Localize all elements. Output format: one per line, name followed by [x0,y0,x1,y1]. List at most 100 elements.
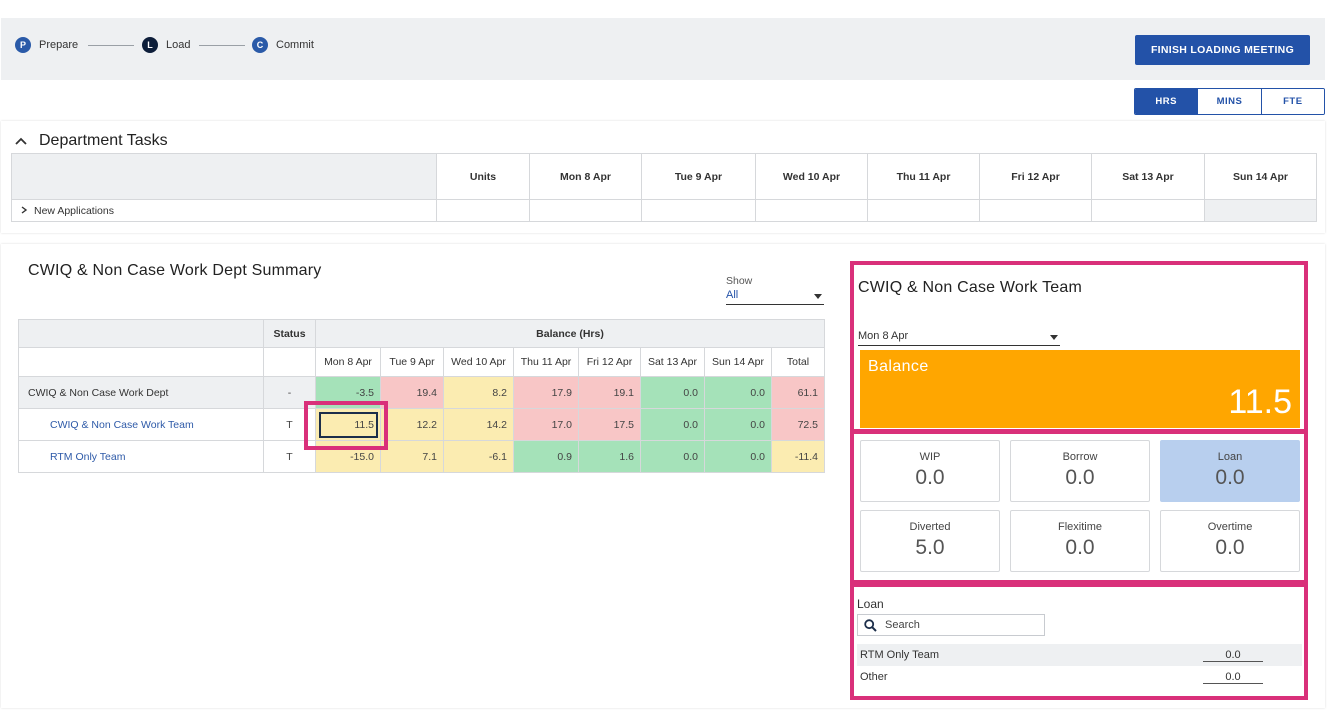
loan-section-title: Loan [857,597,884,611]
status-column-header: Status [263,319,316,348]
units-toggle: HRS MINS FTE [1134,88,1325,115]
step-load-badge: L [142,37,158,53]
step-prepare[interactable]: P Prepare [15,37,78,53]
balance-cell[interactable]: 61.1 [771,376,825,409]
row-label-text: New Applications [34,204,114,217]
stat-flexitime[interactable]: Flexitime 0.0 [1010,510,1150,572]
step-commit[interactable]: C Commit [252,37,314,53]
stat-value: 5.0 [915,536,945,559]
step-load[interactable]: L Load [142,37,190,53]
balance-cell[interactable]: 0.0 [640,376,705,409]
chevron-up-icon[interactable] [15,137,27,145]
stat-wip[interactable]: WIP 0.0 [860,440,1000,502]
units-mins-button[interactable]: MINS [1197,89,1261,114]
column-header: Sun 14 Apr [1204,153,1317,200]
table-row[interactable]: New Applications [11,199,1317,222]
column-header: Sat 13 Apr [640,347,705,377]
balance-cell[interactable]: 72.5 [771,408,825,441]
new-applications-row-label[interactable]: New Applications [11,199,437,222]
loan-row-value-input[interactable]: 0.0 [1203,671,1263,684]
column-header: Thu 11 Apr [513,347,579,377]
step-prepare-label: Prepare [39,39,79,51]
table-cell [755,199,868,222]
row-status: - [263,376,316,409]
balance-cell[interactable]: 7.1 [380,440,444,473]
stat-borrow[interactable]: Borrow 0.0 [1010,440,1150,502]
team-date-select[interactable]: Mon 8 Apr [858,330,1060,346]
balance-cell[interactable]: 0.0 [704,376,772,409]
balance-cell[interactable]: 1.6 [578,440,641,473]
balance-cell[interactable]: 0.0 [704,440,772,473]
balance-cell[interactable]: 17.0 [513,408,579,441]
loan-search-input[interactable]: Search [857,614,1045,636]
stat-value: 0.0 [1215,466,1245,489]
table-cell [641,199,756,222]
balance-tile: Balance 11.5 [860,350,1300,428]
department-tasks-panel: Department Tasks Units Mon 8 Apr Tue 9 A… [1,121,1325,233]
balance-cell[interactable]: -6.1 [443,440,514,473]
table-cell [1204,199,1317,222]
stat-value: 0.0 [915,466,945,489]
balance-value: 11.5 [1228,383,1292,421]
column-header: Total [771,347,825,377]
table-header-blank [18,347,264,377]
balance-cell[interactable]: 11.5 [315,408,381,441]
units-fte-button[interactable]: FTE [1260,89,1324,114]
stat-label: Loan [1217,451,1243,463]
stat-diverted[interactable]: Diverted 5.0 [860,510,1000,572]
balance-cell[interactable]: -11.4 [771,440,825,473]
column-header: Tue 9 Apr [641,153,756,200]
column-header: Thu 11 Apr [867,153,980,200]
loan-row-label: Other [860,671,888,683]
step-prepare-badge: P [15,37,31,53]
balance-cell[interactable]: 0.0 [704,408,772,441]
chevron-right-icon[interactable] [20,205,28,214]
list-item: Other 0.0 [857,666,1302,688]
balance-cell[interactable]: 0.0 [640,440,705,473]
stat-loan[interactable]: Loan 0.0 [1160,440,1300,502]
column-header: Sun 14 Apr [704,347,772,377]
balance-label: Balance [868,358,929,375]
balance-cell[interactable]: 17.5 [578,408,641,441]
dept-summary-title: CWIQ & Non Case Work Dept Summary [28,262,322,279]
balance-cell[interactable]: -15.0 [315,440,381,473]
show-filter-select[interactable]: All [726,289,824,305]
balance-cell[interactable]: 19.1 [578,376,641,409]
column-header: Wed 10 Apr [443,347,514,377]
stat-label: Diverted [909,521,951,533]
column-header: Sat 13 Apr [1091,153,1205,200]
row-name[interactable]: CWIQ & Non Case Work Team [18,408,264,441]
table-cell [979,199,1092,222]
step-load-label: Load [166,39,191,51]
stat-value: 0.0 [1065,536,1095,559]
caret-down-icon [814,294,822,299]
list-item: RTM Only Team 0.0 [857,644,1302,666]
department-tasks-header[interactable]: Department Tasks [15,132,168,150]
table-row[interactable]: CWIQ & Non Case Work Team T 11.5 12.2 14.2 17… [18,408,825,441]
stat-overtime[interactable]: Overtime 0.0 [1160,510,1300,572]
balance-cell[interactable]: 14.2 [443,408,514,441]
table-row[interactable]: RTM Only Team T -15.0 7.1 -6.1 0.9 1.6 0.0 0.0 -1… [18,440,825,473]
show-filter-label: Show [726,275,753,287]
finish-loading-meeting-button[interactable]: FINISH LOADING MEETING [1135,35,1310,65]
balance-cell[interactable]: 12.2 [380,408,444,441]
table-cell [436,199,530,222]
table-row[interactable]: CWIQ & Non Case Work Dept - -3.5 19.4 8.2 17.… [18,376,825,409]
department-tasks-table: Units Mon 8 Apr Tue 9 Apr Wed 10 Apr Thu… [11,153,1317,222]
table-header-blank [11,153,437,200]
stat-value: 0.0 [1215,536,1245,559]
balance-cell[interactable]: 8.2 [443,376,514,409]
team-date-value: Mon 8 Apr [858,330,909,342]
balance-cell[interactable]: 17.9 [513,376,579,409]
loan-row-value-input[interactable]: 0.0 [1203,649,1263,662]
balance-cell[interactable]: 0.0 [640,408,705,441]
table-cell [867,199,980,222]
units-hrs-button[interactable]: HRS [1135,89,1198,114]
loan-row-label: RTM Only Team [860,649,940,661]
table-cell [1091,199,1205,222]
balance-cell[interactable]: 19.4 [380,376,444,409]
balance-cell[interactable]: -3.5 [315,376,381,409]
stat-label: Overtime [1207,521,1253,533]
row-name[interactable]: RTM Only Team [18,440,264,473]
balance-cell[interactable]: 0.9 [513,440,579,473]
